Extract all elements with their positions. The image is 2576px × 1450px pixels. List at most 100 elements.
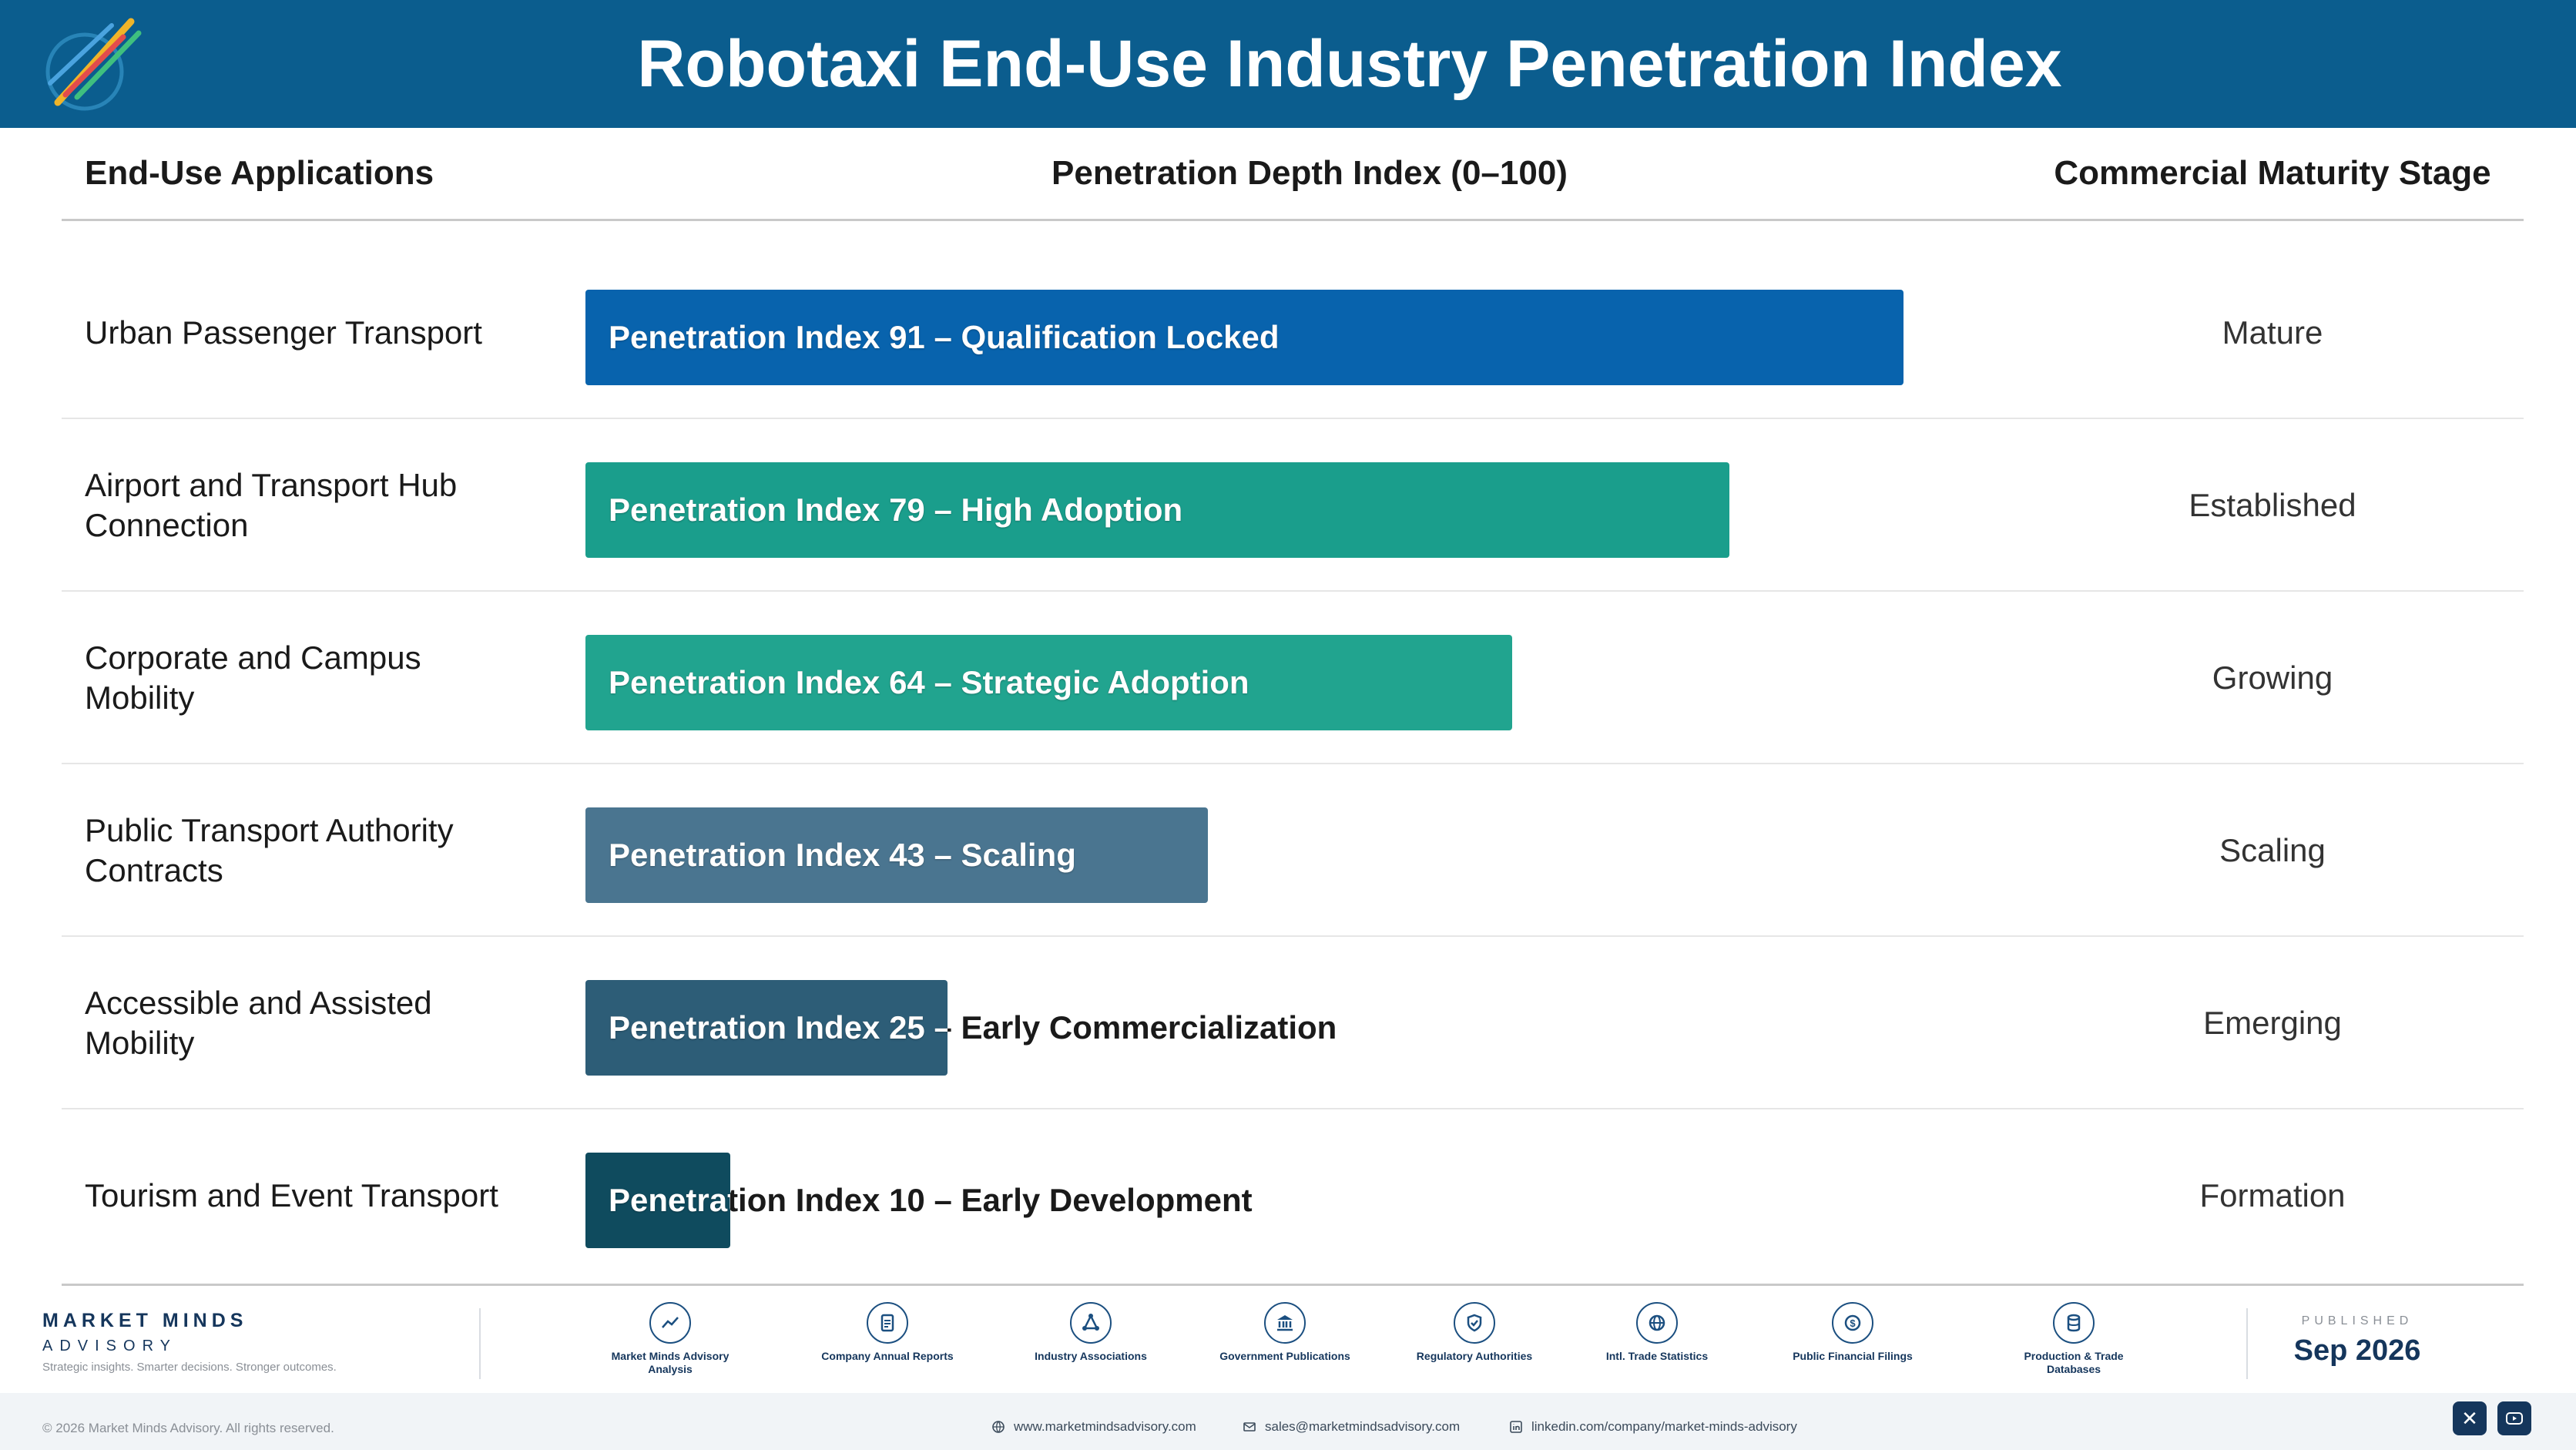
brand-tagline: Strategic insights. Smarter decisions. S… [42,1361,337,1374]
bar-label: Penetration Index 79 – High Adoption [609,492,1183,528]
maturity-stage-label: Emerging [2203,1005,2342,1041]
bar-label-clip: Penetration Index 64 – Strategic Adoptio… [585,635,1512,730]
maturity-stage-label: Growing [2212,660,2333,696]
brand-subtitle: ADVISORY [42,1338,177,1354]
source-item: Intl. Trade Statistics [1580,1302,1734,1363]
footer: MARKET MINDS ADVISORY Strategic insights… [0,1293,2576,1450]
chart-bottom-divider [62,1284,2524,1286]
maturity-stage-label: Established [2189,487,2356,523]
coin-icon: $ [1832,1302,1873,1344]
logo-icon [45,18,142,111]
chart-row: Accessible and Assisted Mobility Penetrat… [62,937,2524,1109]
globe-icon [1636,1302,1678,1344]
youtube-social-icon[interactable] [2497,1401,2531,1435]
bank-icon [1264,1302,1306,1344]
document-icon [867,1302,908,1344]
row-divider [62,590,2524,592]
bar-label-clip: Penetration Index 79 – High Adoption [585,462,1729,558]
maturity-stage-label: Mature [2222,314,2323,351]
chart-row: Airport and Transport Hub Connection Pene… [62,419,2524,592]
email-link[interactable]: sales@marketmindsadvisory.com [1242,1419,1460,1435]
source-label: Market Minds Advisory Analysis [611,1350,730,1375]
chart-icon [649,1302,691,1344]
website-text: www.marketmindsadvisory.com [1014,1419,1196,1434]
email-text: sales@marketmindsadvisory.com [1265,1419,1461,1434]
mail-icon [1243,1422,1256,1432]
bar-label-inner: Penetration Index 25 – Early Commerciali… [609,1009,948,1046]
source-item: $ Public Financial Filings [1776,1302,1930,1363]
category-label: Corporate and Campus Mobility [85,639,421,716]
header-divider [62,219,2524,221]
bar [585,807,1208,903]
category-label: Tourism and Event Transport [85,1177,498,1213]
bar [585,1153,730,1248]
source-item: Regulatory Authorities [1397,1302,1551,1363]
bar-label-inner: Penetration Index 43 – Scaling [609,837,1076,873]
published-label: PUBLISHED [2301,1314,2413,1327]
bar [585,980,948,1076]
bar [585,635,1512,730]
row-divider [62,418,2524,419]
network-icon [1070,1302,1112,1344]
bar-label: Penetration Index 43 – Scaling [609,837,1076,873]
source-label: Production & Trade Databases [2024,1350,2124,1375]
source-item: Government Publications [1208,1302,1362,1363]
header-banner: Robotaxi End-Use Industry Penetration In… [0,0,2576,128]
source-label: Public Financial Filings [1793,1350,1913,1362]
svg-text:$: $ [1850,1317,1856,1329]
bar [585,462,1729,558]
bar-label-inner: Penetration Index 64 – Strategic Adoptio… [609,664,1249,700]
chart-row: Urban Passenger Transport Penetration Ind… [62,247,2524,419]
footer-divider [479,1308,481,1379]
column-header-depth: Penetration Depth Index (0–100) [1052,154,1568,192]
bar-label-clip: Penetration Index 25 – Early Commerciali… [585,980,948,1076]
chart-row: Tourism and Event Transport Penetration I… [62,1109,2524,1282]
row-divider [62,935,2524,937]
bar-label-clip: Penetration Index 43 – Scaling [585,807,1208,903]
bar [585,290,1903,385]
category-label: Urban Passenger Transport [85,314,482,351]
category-label: Accessible and Assisted Mobility [85,985,432,1061]
linkedin-icon [1510,1421,1522,1433]
row-divider [62,1108,2524,1109]
linkedin-text: linkedin.com/company/market-minds-adviso… [1531,1419,1797,1434]
category-label: Airport and Transport Hub Connection [85,467,458,543]
category-label: Public Transport Authority Contracts [85,812,454,888]
bar-label: Penetration Index 10 – Early Development [609,1182,1253,1218]
source-label: Intl. Trade Statistics [1605,1350,1709,1362]
bar-label: Penetration Index 91 – Qualification Loc… [609,319,1280,355]
brand-name: MARKET MINDS [42,1310,248,1331]
row-divider [62,763,2524,764]
bar-label-clip: Penetration Index 91 – Qualification Loc… [585,290,1903,385]
database-icon [2053,1302,2095,1344]
source-label: Company Annual Reports [821,1350,954,1362]
page-title: Robotaxi End-Use Industry Penetration In… [637,27,2062,101]
maturity-stage-label: Scaling [2219,832,2326,868]
column-header-stage: Commercial Maturity Stage [2054,154,2491,192]
published-date: Sep 2026 [2293,1334,2421,1367]
bar-label: Penetration Index 64 – Strategic Adoptio… [609,664,1249,700]
footer-divider [2246,1308,2248,1379]
source-label: Industry Associations [1035,1350,1147,1362]
source-item: Production & Trade Databases [1997,1302,2151,1376]
bar-label-inner: Penetration Index 10 – Early Development [609,1182,730,1218]
chart-row: Corporate and Campus Mobility Penetration… [62,592,2524,764]
shield-icon [1454,1302,1495,1344]
bar-label-inner: Penetration Index 91 – Qualification Loc… [609,319,1280,355]
column-header-applications: End-Use Applications [85,154,434,192]
source-item: Industry Associations [1014,1302,1168,1363]
copyright-text: © 2026 Market Minds Advisory. All rights… [42,1421,334,1435]
x-social-icon[interactable]: ✕ [2453,1401,2487,1435]
source-item: Market Minds Advisory Analysis [593,1302,747,1376]
linkedin-link[interactable]: linkedin.com/company/market-minds-adviso… [1508,1419,1797,1435]
bar-label-clip: Penetration Index 10 – Early Development [585,1153,730,1248]
bar-label-inner: Penetration Index 79 – High Adoption [609,492,1183,528]
globe-icon [992,1421,1005,1433]
website-link[interactable]: www.marketmindsadvisory.com [991,1419,1196,1435]
chart-row: Public Transport Authority Contracts Pene… [62,764,2524,937]
bar-label: Penetration Index 25 – Early Commerciali… [609,1009,1337,1046]
source-item: Company Annual Reports [810,1302,964,1363]
source-label: Regulatory Authorities [1416,1350,1533,1362]
source-label: Government Publications [1219,1350,1350,1362]
maturity-stage-label: Formation [2199,1177,2346,1213]
